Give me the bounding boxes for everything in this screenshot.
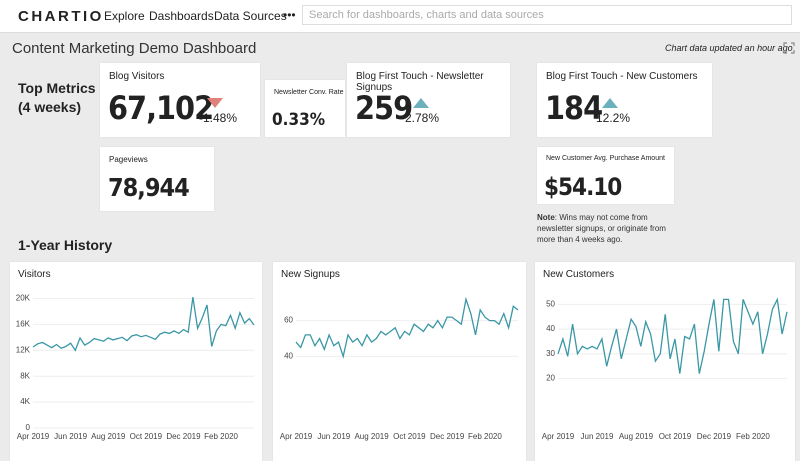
note-label: Note [537,213,555,222]
logo[interactable]: CHARTIO [18,8,104,25]
metric-tile: Pageviews 78,944 [100,147,214,211]
x-tick-label: Oct 2019 [659,432,692,441]
chart-title: New Signups [281,269,340,280]
y-tick-label: 40 [546,324,555,333]
x-tick-label: Oct 2019 [393,432,426,441]
metric-tile: Blog First Touch - Newsletter Signups 25… [347,63,510,137]
section-title: Top Metrics [18,80,96,96]
chart-card: New Customers 20 30 40 50 Apr 2019 Jun 2019 Aug… [535,262,795,461]
x-tick-label: Apr 2019 [280,432,313,441]
x-tick-label: Dec 2019 [166,432,201,441]
more-menu[interactable]: ••• [283,8,296,22]
y-tick-label: 40 [284,352,293,361]
tile-title: New Customer Avg. Purchase Amount [546,155,665,162]
x-tick-label: Dec 2019 [697,432,732,441]
nav-link[interactable]: Dashboards [149,9,214,23]
tile-value: 259 [355,89,413,127]
y-tick-label: 20K [16,294,31,303]
y-tick-label: 4K [20,397,30,406]
y-tick-label: 16K [16,319,31,328]
x-tick-label: Apr 2019 [542,432,575,441]
metric-tile: New Customer Avg. Purchase Amount $54.10 [537,147,674,204]
search-box[interactable]: Search for dashboards, charts and data s… [302,5,792,25]
tile-value: $54.10 [544,173,622,201]
x-tick-label: Jun 2019 [581,432,614,441]
tile-change: -1.48% [199,111,238,125]
y-tick-label: 20 [546,374,555,383]
x-tick-label: Aug 2019 [91,432,126,441]
metric-tile: Blog First Touch - New Customers 184 12.… [537,63,712,137]
down-arrow [207,98,223,108]
x-tick-label: Apr 2019 [17,432,50,441]
nav-link[interactable]: Data Sources [214,9,287,23]
line-chart: 0 4K 8K 12K 16K 20K Apr 2019 Jun 2019 Aug 2019 Oc… [16,294,255,441]
x-tick-label: Jun 2019 [54,432,87,441]
x-tick-label: Dec 2019 [430,432,465,441]
up-arrow [602,98,618,108]
tile-value: 0.33% [272,110,326,130]
nav-bar: CHARTIO Explore Dashboards Data Sources … [0,0,800,33]
section-title: 1-Year History [18,237,113,253]
line-chart: 20 30 40 50 Apr 2019 Jun 2019 Aug 2019 Oct 2019… [542,297,788,441]
line-chart: 40 60 Apr 2019 Jun 2019 Aug 2019 Oct 2019 Dec … [280,296,519,441]
x-tick-label: Feb 2020 [736,432,770,441]
x-tick-label: Jun 2019 [317,432,350,441]
tile-title: Blog First Touch - Newsletter Signups [356,71,484,93]
tile-change: 2.78% [405,111,440,125]
x-tick-label: Aug 2019 [619,432,654,441]
tile-title: Blog First Touch - New Customers [546,71,698,82]
y-tick-label: 0 [26,423,31,432]
line [295,296,519,359]
chart-title: Visitors [18,269,51,280]
x-tick-label: Feb 2020 [468,432,502,441]
section-subtitle: (4 weeks) [18,99,82,115]
tile-value: 184 [545,89,603,127]
dashboard-title: Content Marketing Demo Dashboard [12,40,257,57]
updated-note: Chart data updated an hour ago [665,43,793,53]
tile-value: 67,102 [108,89,214,127]
fullscreen-icon[interactable] [783,42,795,54]
y-tick-label: 30 [546,349,555,358]
metric-tile: Blog Visitors 67,102 -1.48% [100,63,260,137]
tile-value: 78,944 [108,173,190,202]
chart-title: New Customers [543,269,615,280]
chart-card: New Signups 40 60 Apr 2019 Jun 2019 Aug 2019 O… [273,262,526,461]
y-tick-label: 60 [284,316,293,325]
x-tick-label: Oct 2019 [130,432,163,441]
note-text: : Wins may not come from newsletter sign… [537,213,666,244]
x-tick-label: Feb 2020 [204,432,238,441]
y-tick-label: 8K [20,371,30,380]
chart-card: Visitors 0 4K 8K 12K 16K 20K Apr 2019 Jun 2019 Au… [10,262,262,461]
metric-tile: Newsletter Conv. Rate 0.33% [265,80,345,137]
nav-link[interactable]: Explore [104,9,145,23]
y-tick-label: 50 [546,299,555,308]
tile-title: Blog Visitors [109,71,165,82]
line [32,297,255,352]
x-tick-label: Aug 2019 [354,432,389,441]
tile-title: Pageviews [109,155,148,164]
note: Note: Wins may not come from newsletter … [537,212,677,245]
up-arrow [413,98,429,108]
y-tick-label: 12K [16,345,31,354]
line [557,297,788,374]
tile-change: 12.2% [596,111,631,125]
tile-title: Newsletter Conv. Rate [274,89,344,96]
